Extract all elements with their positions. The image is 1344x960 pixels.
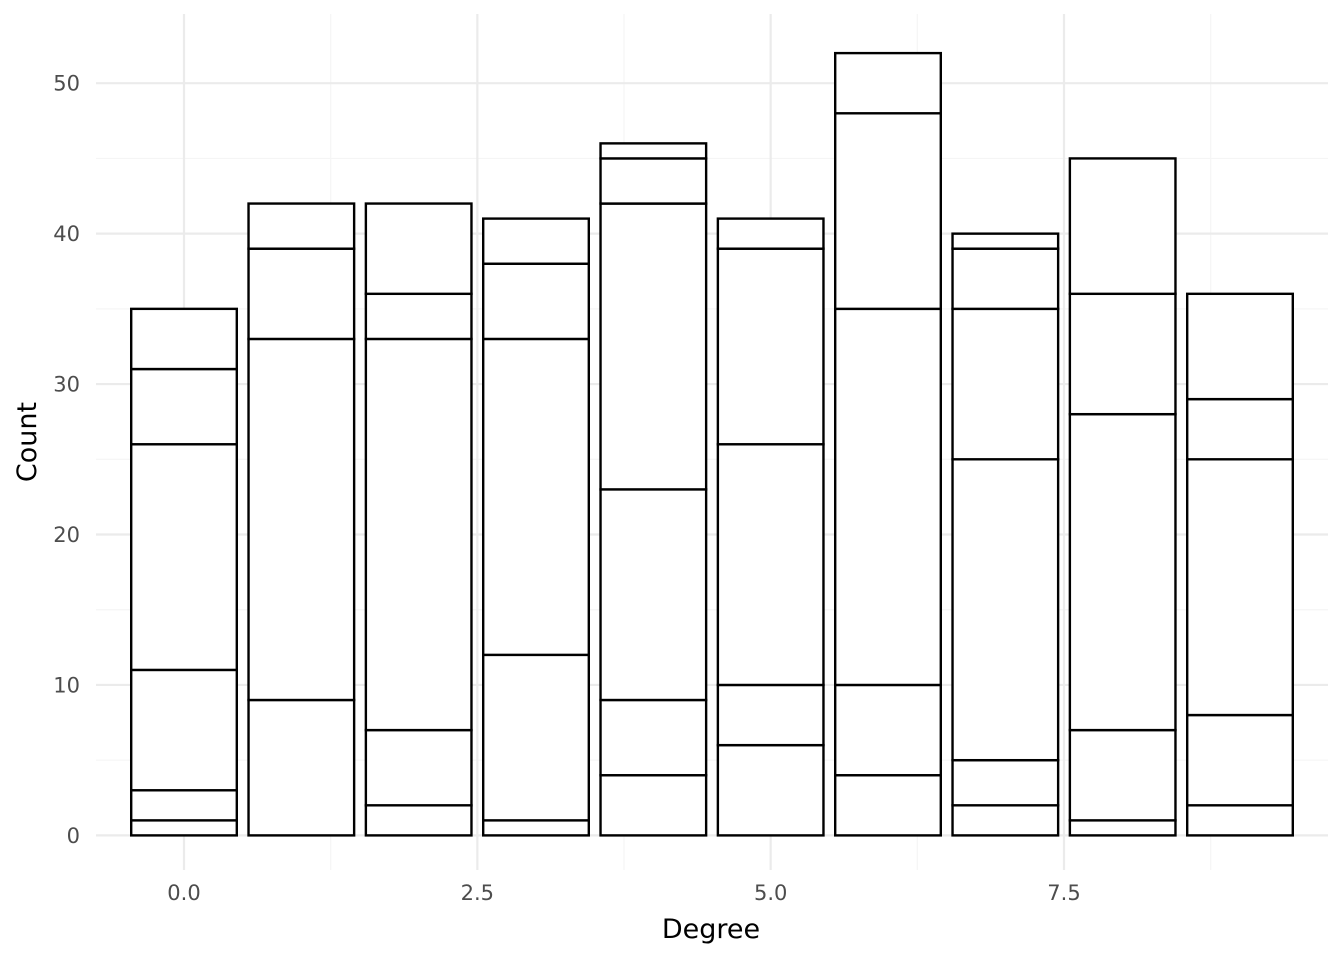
bar-segment: [716, 743, 825, 837]
bar-segment: [1185, 458, 1294, 717]
bar-stack: [599, 142, 708, 837]
bar-segment: [247, 698, 356, 837]
bar-stack: [951, 232, 1060, 837]
bar-stack: [364, 202, 473, 837]
bar-segment: [247, 337, 356, 702]
bar-segment: [834, 307, 943, 687]
bar-segment: [1068, 157, 1177, 296]
tick-labels: 0.0 2.5 5.0 7.5 0 10 20 30 40 50: [53, 72, 1080, 905]
bar-segment: [1185, 804, 1294, 837]
bar-segment: [364, 337, 473, 732]
bar-segment: [1185, 397, 1294, 461]
bar-segment: [599, 202, 708, 491]
bar-segment: [364, 804, 473, 837]
bar-segment: [482, 262, 591, 341]
bar-segment: [364, 292, 473, 341]
bar-stack: [716, 217, 825, 837]
bar-segment: [599, 698, 708, 777]
bar-segment: [129, 668, 238, 792]
bar-segment: [1185, 292, 1294, 401]
bar-segment: [599, 488, 708, 702]
y-tick-label: 30: [53, 373, 80, 397]
bars: [129, 51, 1294, 837]
bar-segment: [482, 217, 591, 265]
x-tick-label: 5.0: [754, 881, 787, 905]
bar-segment: [129, 819, 238, 837]
bar-segment: [247, 247, 356, 341]
bar-segment: [716, 683, 825, 747]
bar-segment: [129, 367, 238, 446]
bar-segment: [1068, 728, 1177, 822]
bar-segment: [129, 443, 238, 672]
bar-segment: [599, 774, 708, 837]
bar-segment: [951, 458, 1060, 762]
x-tick-label: 2.5: [461, 881, 494, 905]
bar-segment: [951, 804, 1060, 837]
x-tick-label: 0.0: [167, 881, 200, 905]
bar-segment: [364, 202, 473, 296]
y-tick-label: 50: [53, 72, 80, 96]
bar-segment: [834, 112, 943, 311]
bar-stack: [834, 51, 943, 837]
bar-segment: [951, 247, 1060, 311]
bar-stack: [1185, 292, 1294, 837]
bar-segment: [716, 443, 825, 687]
bar-segment: [1068, 412, 1177, 732]
y-tick-label: 40: [53, 222, 80, 246]
y-tick-label: 20: [53, 523, 80, 547]
bar-segment: [599, 142, 708, 160]
bar-segment: [834, 774, 943, 837]
bar-segment: [364, 728, 473, 807]
bar-segment: [834, 683, 943, 777]
bar-segment: [247, 202, 356, 250]
x-axis-title: Degree: [662, 914, 760, 945]
bar-stack: [482, 217, 591, 837]
bar-segment: [129, 307, 238, 371]
bar-stack: [1068, 157, 1177, 837]
bar-segment: [716, 247, 825, 446]
bar-stack: [129, 307, 238, 837]
bar-segment: [951, 758, 1060, 807]
bar-segment: [599, 157, 708, 205]
bar-segment: [834, 51, 943, 115]
bar-segment: [716, 217, 825, 250]
bar-segment: [482, 337, 591, 657]
y-tick-label: 0: [67, 824, 80, 848]
y-tick-label: 10: [53, 673, 80, 697]
x-tick-label: 7.5: [1047, 881, 1080, 905]
bar-segment: [482, 653, 591, 822]
bar-segment: [951, 307, 1060, 461]
bar-segment: [129, 789, 238, 822]
bar-segment: [482, 819, 591, 837]
bar-stack: [247, 202, 356, 837]
bar-segment: [1068, 292, 1177, 416]
bar-segment: [1185, 713, 1294, 807]
y-axis-title: Count: [12, 402, 43, 482]
bar-segment: [951, 232, 1060, 250]
bar-segment: [1068, 819, 1177, 837]
